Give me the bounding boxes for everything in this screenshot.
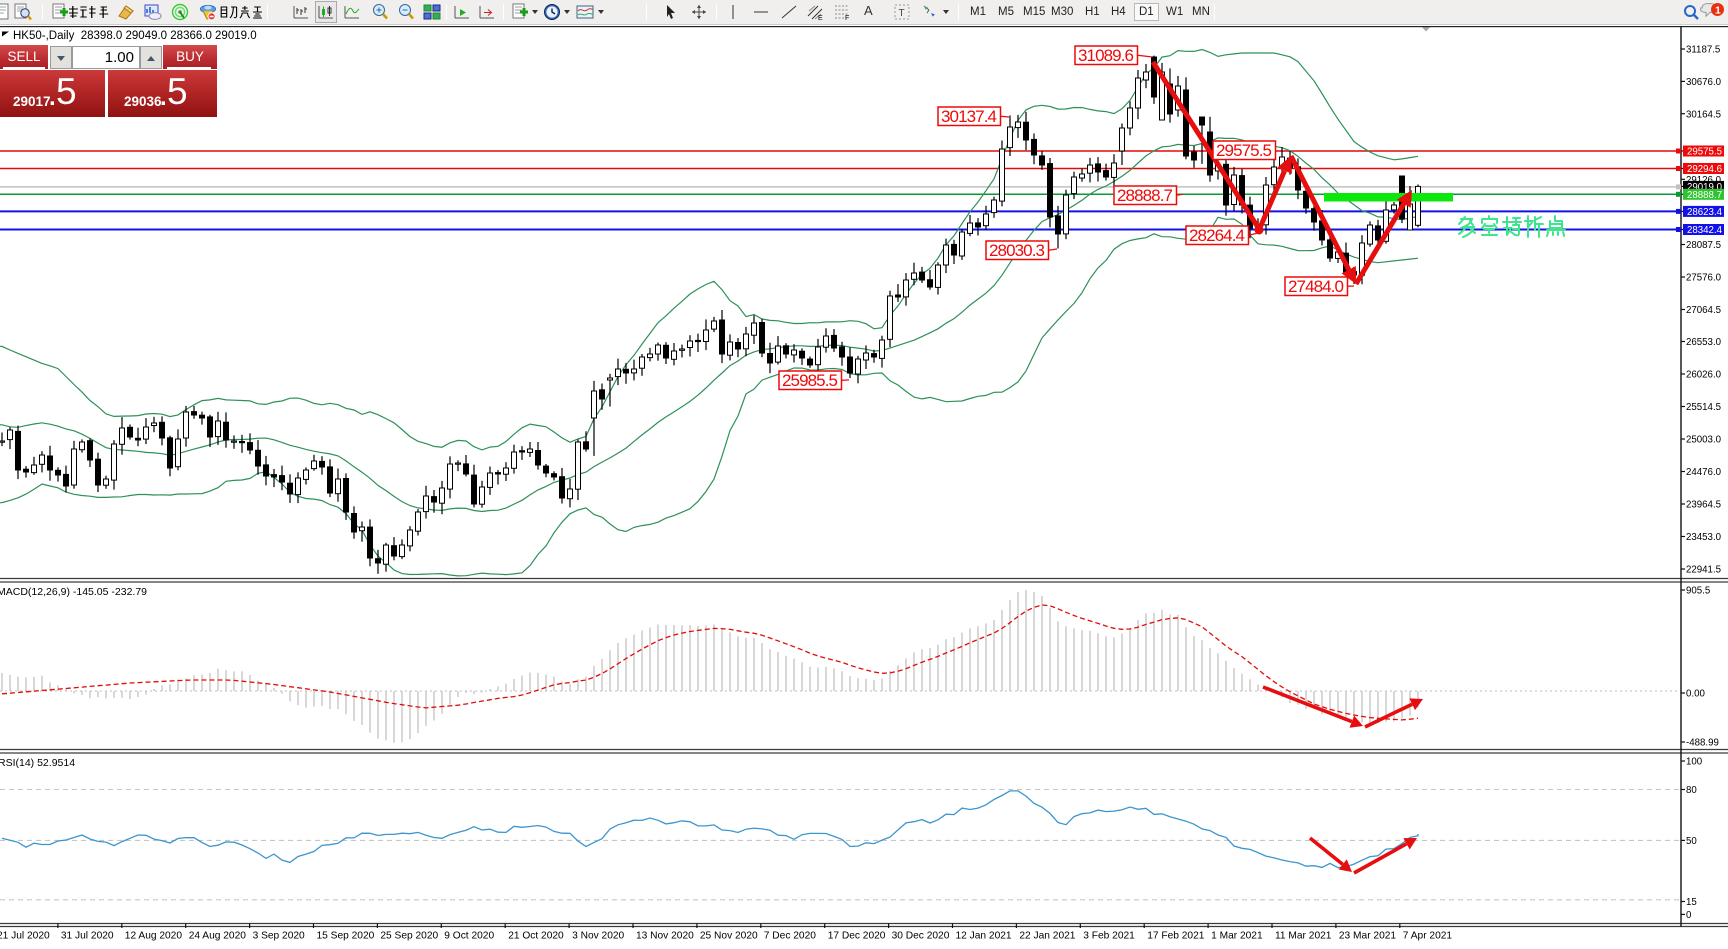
svg-text:23453.0: 23453.0 [1686,532,1722,543]
svg-text:28342.4: 28342.4 [1687,225,1723,236]
svg-text:15: 15 [1686,897,1697,908]
svg-text:12 Aug 2020: 12 Aug 2020 [125,931,183,942]
svg-text:29575.5: 29575.5 [1687,147,1722,158]
svg-text:31089.6: 31089.6 [1078,46,1134,65]
svg-text:31 Jul 2020: 31 Jul 2020 [61,931,114,942]
svg-text:22941.5: 22941.5 [1686,565,1721,576]
svg-text:27576.0: 27576.0 [1686,273,1722,284]
svg-text:23 Mar 2021: 23 Mar 2021 [1339,931,1397,942]
svg-text:29575.5: 29575.5 [1216,141,1272,160]
svg-text:80: 80 [1686,785,1697,796]
svg-text:0.00: 0.00 [1686,689,1705,700]
svg-text:28264.4: 28264.4 [1189,226,1245,245]
svg-text:22 Jan 2021: 22 Jan 2021 [1019,931,1075,942]
svg-text:25003.0: 25003.0 [1686,435,1722,446]
svg-text:28623.4: 28623.4 [1687,207,1723,218]
svg-text:24 Aug 2020: 24 Aug 2020 [189,931,247,942]
svg-text:MACD(12,26,9) -145.05 -232.79: MACD(12,26,9) -145.05 -232.79 [0,586,147,598]
svg-text:28888.7: 28888.7 [1687,190,1722,201]
svg-text:3 Sep 2020: 3 Sep 2020 [253,931,305,942]
svg-text:30 Dec 2020: 30 Dec 2020 [892,931,950,942]
svg-text:30164.5: 30164.5 [1686,109,1721,120]
svg-text:26553.0: 26553.0 [1686,337,1722,348]
svg-text:21 Oct 2020: 21 Oct 2020 [508,931,564,942]
svg-text:21 Jul 2020: 21 Jul 2020 [0,931,50,942]
svg-text:7 Dec 2020: 7 Dec 2020 [764,931,816,942]
svg-text:15 Sep 2020: 15 Sep 2020 [317,931,375,942]
svg-text:HK50-,Daily 28398.0 29049.0 2: HK50-,Daily 28398.0 29049.0 28366.0 2901… [13,30,257,42]
svg-text:7 Apr 2021: 7 Apr 2021 [1403,931,1453,942]
svg-text:27064.5: 27064.5 [1686,305,1721,316]
svg-text:11 Mar 2021: 11 Mar 2021 [1275,931,1332,942]
svg-text:12 Jan 2021: 12 Jan 2021 [956,931,1012,942]
svg-text:1 Mar 2021: 1 Mar 2021 [1211,931,1263,942]
svg-text:25514.5: 25514.5 [1686,402,1721,413]
svg-text:100: 100 [1686,757,1703,768]
svg-text:28030.3: 28030.3 [989,241,1045,260]
svg-text:29294.6: 29294.6 [1687,164,1722,175]
svg-text:27484.0: 27484.0 [1288,277,1344,296]
svg-text:25 Sep 2020: 25 Sep 2020 [380,931,438,942]
svg-text:31187.5: 31187.5 [1686,45,1720,56]
svg-text:905.5: 905.5 [1686,586,1710,597]
svg-text:26026.0: 26026.0 [1686,370,1722,381]
svg-text:-488.99: -488.99 [1686,738,1719,749]
svg-text:28888.7: 28888.7 [1117,186,1173,205]
svg-text:E: E [818,15,823,21]
svg-text:9 Oct 2020: 9 Oct 2020 [444,931,494,942]
svg-text:T: T [899,8,905,19]
svg-text:28087.5: 28087.5 [1686,240,1721,251]
svg-text:23964.5: 23964.5 [1686,500,1721,511]
svg-text:0: 0 [1686,910,1692,921]
svg-text:50: 50 [1686,836,1697,847]
svg-text:F: F [845,15,849,21]
svg-text:30137.4: 30137.4 [941,107,997,126]
svg-text:25 Nov 2020: 25 Nov 2020 [700,931,758,942]
svg-text:3 Feb 2021: 3 Feb 2021 [1083,931,1135,942]
svg-text:17 Feb 2021: 17 Feb 2021 [1147,931,1205,942]
svg-text:13 Nov 2020: 13 Nov 2020 [636,931,694,942]
svg-text:RSI(14) 52.9514: RSI(14) 52.9514 [0,757,75,769]
svg-text:24476.0: 24476.0 [1686,467,1722,478]
svg-text:1: 1 [1715,5,1721,17]
svg-text:3 Nov 2020: 3 Nov 2020 [572,931,624,942]
svg-text:25985.5: 25985.5 [782,371,838,390]
svg-text:30676.0: 30676.0 [1686,77,1722,88]
svg-text:17 Dec 2020: 17 Dec 2020 [828,931,886,942]
